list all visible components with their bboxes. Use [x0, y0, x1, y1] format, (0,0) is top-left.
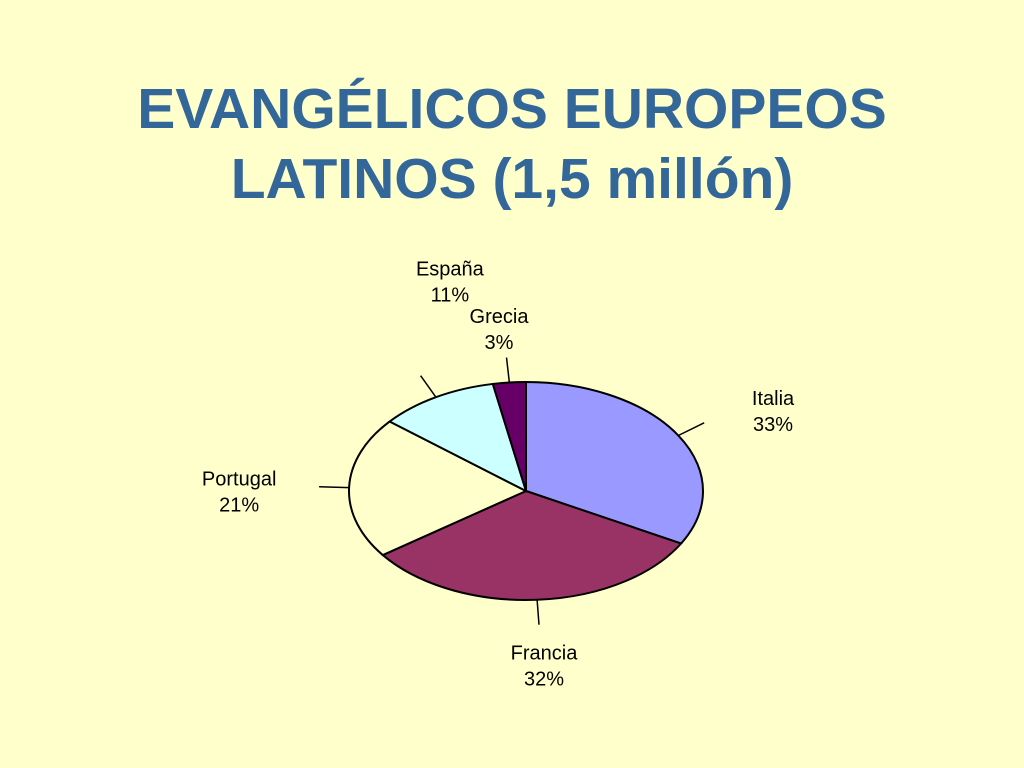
leader-line	[678, 422, 705, 437]
data-label-value: 3%	[485, 332, 514, 354]
leader-line	[505, 357, 511, 383]
leader-line	[420, 375, 437, 398]
data-label-value: 33%	[753, 414, 793, 436]
data-label-value: 11%	[431, 285, 470, 307]
chart-title: EVANGÉLICOS EUROPEOS LATINOS (1,5 millón…	[137, 77, 887, 211]
pie-slice	[387, 382, 528, 493]
data-label-value: 21%	[219, 495, 259, 517]
leader-line	[536, 599, 540, 625]
data-label-name: Grecia	[470, 306, 530, 328]
data-label-value: 32%	[524, 669, 564, 691]
data-label-name: España	[416, 259, 485, 281]
data-label-name: Portugal	[202, 469, 277, 491]
data-label-name: Francia	[511, 643, 579, 665]
pie-slice	[525, 380, 704, 545]
pie-slice	[491, 380, 527, 492]
pie-slice	[380, 489, 683, 601]
data-label-name: Italia	[752, 388, 795, 410]
leader-line	[319, 486, 350, 489]
